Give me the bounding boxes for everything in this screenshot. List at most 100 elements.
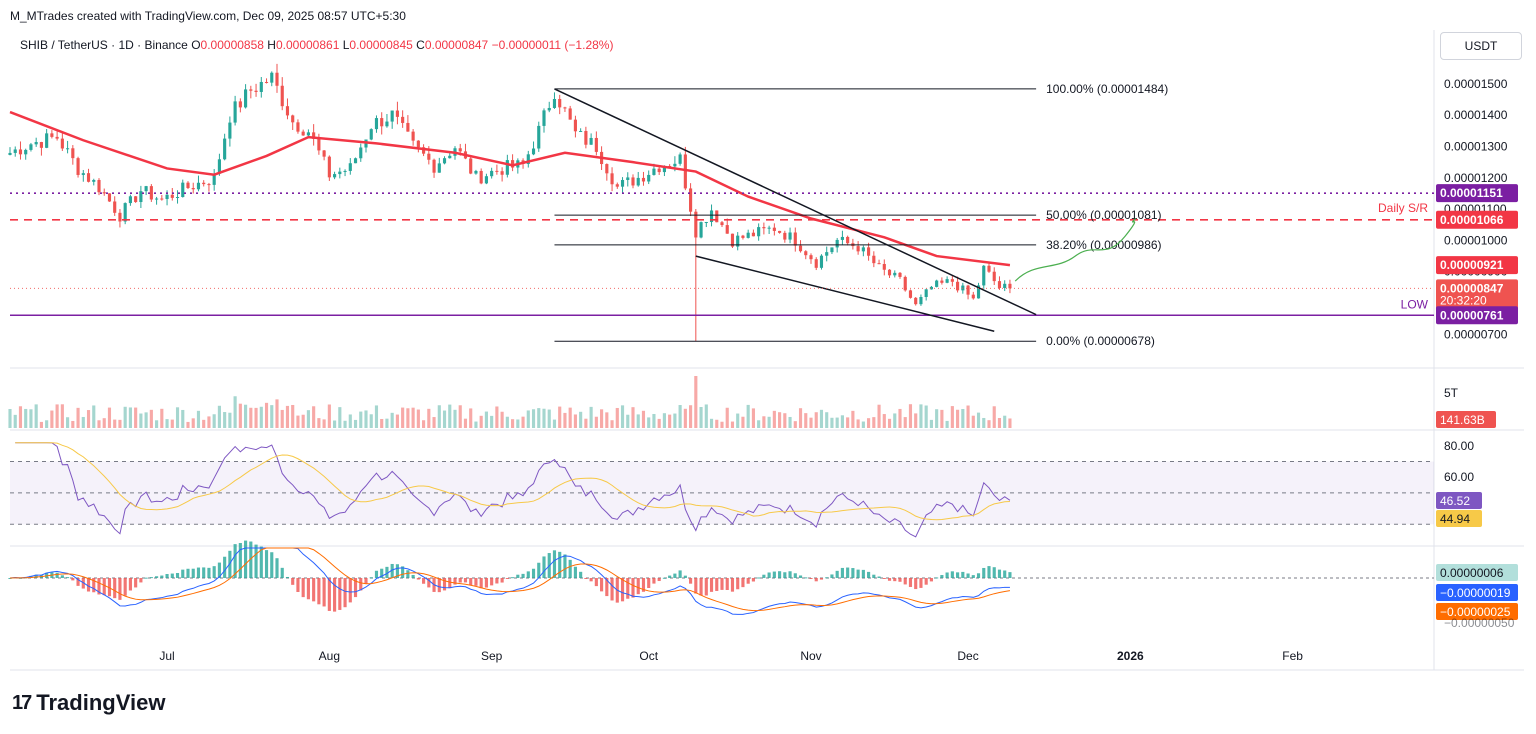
candle-body (196, 182, 201, 190)
macd-histogram-bar (175, 573, 180, 578)
macd-histogram-bar (60, 575, 64, 578)
volume-bar (788, 416, 792, 428)
volume-bar (144, 412, 148, 428)
volume-bar (992, 406, 996, 428)
volume-bar (668, 414, 672, 428)
volume-bar (511, 419, 515, 428)
candle-body (547, 107, 551, 111)
macd-histogram-bar (715, 578, 719, 591)
macd-histogram-bar (76, 578, 80, 586)
candle-body (856, 246, 860, 252)
volume-bar (657, 418, 661, 428)
candle-body (416, 140, 420, 148)
macd-histogram-bar (558, 551, 562, 578)
candle-body (919, 296, 923, 305)
macd-histogram-bar (244, 540, 248, 578)
volume-bar (160, 408, 164, 428)
candle-body (783, 232, 787, 240)
volume-bar (1003, 415, 1007, 428)
macd-histogram-bar (840, 567, 844, 578)
candle-body (463, 151, 468, 159)
macd-histogram-bar (254, 544, 258, 578)
volume-bar (217, 405, 221, 428)
volume-bar (982, 417, 986, 428)
macd-histogram-bar (364, 578, 368, 584)
candle-body (945, 279, 949, 283)
candle-body (940, 280, 944, 283)
volume-bar (935, 409, 939, 428)
candle-body (589, 137, 593, 145)
candle-body (469, 158, 473, 174)
volume-bar (60, 404, 64, 428)
volume-bar (448, 404, 452, 428)
macd-histogram-bar (908, 578, 913, 587)
macd-histogram-bar (118, 578, 122, 600)
candle-body (191, 188, 195, 190)
volume-bar (81, 416, 85, 428)
volume-bar (18, 406, 23, 428)
volume-bar (196, 410, 201, 428)
volume-bar (647, 417, 651, 428)
volume-bar (798, 408, 803, 428)
candle-body (228, 122, 232, 139)
macd-histogram-bar (301, 578, 305, 598)
volume-bar (207, 416, 211, 428)
volume-bar (317, 418, 321, 428)
volume-bar (830, 417, 834, 428)
volume-bar (71, 420, 75, 428)
rsi-tag: 46.52 (1440, 494, 1470, 508)
macd-histogram-bar (584, 578, 588, 579)
macd-histogram-bar (594, 578, 598, 587)
open-value: 0.00000858 (200, 38, 264, 52)
candle-body (45, 133, 49, 148)
volume-bar (877, 404, 881, 428)
volume-bar (851, 410, 855, 428)
macd-histogram-bar (165, 574, 169, 578)
candle-body (741, 235, 745, 238)
volume-bar (971, 415, 975, 428)
volume-bar (772, 410, 776, 428)
macd-histogram-bar (997, 569, 1002, 578)
macd-histogram-bar (673, 573, 677, 578)
candle-body (406, 122, 410, 132)
candle-body (584, 130, 588, 145)
macd-tick-label: −0.00000050 (1444, 616, 1515, 630)
volume-bar (757, 420, 761, 428)
candle-body (275, 72, 279, 86)
macd-histogram-bar (291, 578, 295, 585)
volume-bar (469, 408, 473, 428)
macd-histogram-bar (416, 578, 420, 580)
macd-histogram-bar (945, 572, 949, 578)
macd-histogram-bar (589, 578, 593, 582)
macd-histogram-bar (401, 566, 405, 578)
volume-bar (641, 410, 646, 428)
volume-bar (856, 419, 860, 428)
ema-line (9, 110, 1011, 267)
volume-bar (521, 416, 525, 428)
candle-body (725, 225, 729, 234)
macd-histogram-bar (374, 570, 379, 578)
macd-histogram-bar (285, 576, 290, 578)
macd-histogram-bar (249, 541, 253, 578)
candle-body (552, 98, 557, 108)
time-axis-label: Feb (1282, 649, 1303, 663)
volume-bar (301, 414, 305, 428)
volume-bar (155, 420, 159, 428)
volume-bar (704, 404, 708, 428)
candle-body (285, 106, 290, 116)
currency-button[interactable]: USDT (1440, 32, 1522, 60)
volume-tag: 141.63B (1440, 413, 1485, 427)
candle-body (772, 227, 776, 231)
volume-bar (364, 410, 368, 428)
signal-tag: −0.00000025 (1440, 605, 1511, 619)
candle-body (8, 152, 12, 155)
macd-histogram-bar (448, 578, 452, 589)
macd-histogram-bar (280, 567, 284, 578)
candle-body (217, 159, 221, 174)
macd-histogram-bar (511, 577, 515, 579)
macd-histogram-bar (516, 574, 520, 578)
volume-bar (898, 408, 902, 428)
macd-histogram-bar (631, 578, 635, 598)
candle-body (526, 154, 530, 164)
